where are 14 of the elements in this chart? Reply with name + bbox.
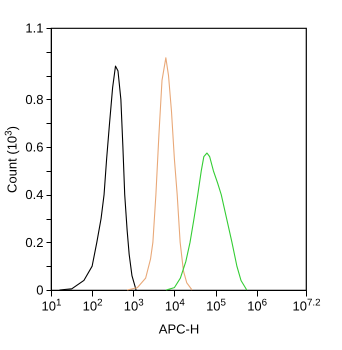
- x-axis-title: APC-H: [158, 322, 200, 336]
- x-tick-label: 10$^{3}$: [124, 297, 144, 314]
- y-tick-label: 0.4: [25, 187, 44, 202]
- x-tick-label: 10$^{7.2}$: [292, 297, 321, 314]
- y-tick-label: 0.6: [25, 140, 44, 155]
- y-tick-label: 0.8: [25, 92, 44, 107]
- x-tick-label: 10$^{6}$: [247, 297, 268, 314]
- x-tick-label: 10$^{5}$: [206, 297, 227, 314]
- x-tick-label: 10$^{1}$: [42, 297, 62, 314]
- x-tick-label: 10$^{2}$: [82, 297, 103, 314]
- y-tick-label: 1.1: [25, 20, 44, 36]
- y-tick-label: 0.2: [25, 234, 44, 250]
- x-tick-label: 10$^{4}$: [164, 297, 186, 314]
- y-tick-label: 0: [36, 282, 44, 298]
